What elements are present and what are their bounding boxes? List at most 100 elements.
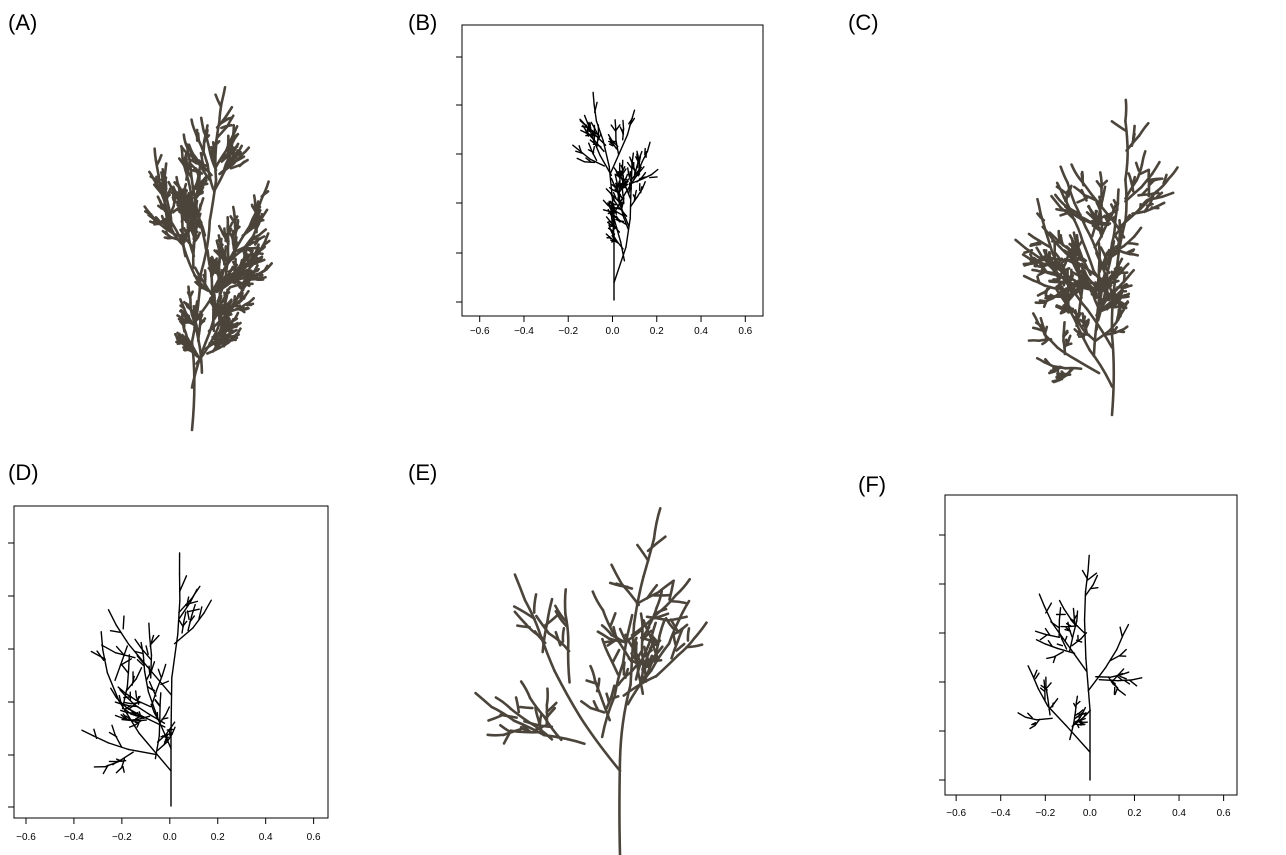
- x-tick-label: −0.2: [112, 832, 132, 843]
- branch: [233, 148, 234, 153]
- branch: [1031, 260, 1037, 261]
- branch: [1031, 244, 1041, 246]
- tree-drawing: [145, 87, 272, 430]
- branch: [1125, 147, 1127, 180]
- branch: [222, 87, 225, 102]
- branch: [1059, 608, 1060, 620]
- branch: [82, 730, 94, 736]
- branch: [1125, 121, 1127, 147]
- branch: [648, 537, 665, 551]
- branch: [233, 282, 235, 283]
- branch: [239, 270, 243, 272]
- branch: [1037, 358, 1044, 362]
- branch: [1039, 594, 1044, 607]
- branch: [633, 195, 634, 198]
- branch: [627, 615, 632, 636]
- branch: [1018, 713, 1025, 717]
- branch: [1029, 234, 1038, 240]
- branch: [1046, 289, 1047, 295]
- branch: [1053, 269, 1055, 274]
- x-tick-label: 0.4: [259, 832, 273, 843]
- branch: [201, 315, 202, 319]
- branch: [1115, 235, 1119, 241]
- branch: [107, 673, 118, 701]
- branch: [242, 148, 249, 155]
- branch: [233, 125, 234, 137]
- branch: [124, 702, 131, 703]
- branch: [121, 664, 128, 673]
- branch: [614, 247, 626, 283]
- branch: [227, 290, 228, 297]
- branch: [152, 662, 155, 670]
- branch: [1040, 635, 1047, 640]
- branch: [489, 716, 502, 721]
- x-tick-label: 0.2: [650, 326, 664, 337]
- branch: [1040, 301, 1045, 302]
- branch: [236, 271, 238, 273]
- branch: [563, 628, 564, 641]
- branch: [1152, 162, 1159, 174]
- branch: [197, 315, 198, 318]
- branch: [1112, 121, 1126, 131]
- branch: [240, 162, 245, 166]
- branch: [1037, 640, 1046, 644]
- branch: [651, 169, 657, 174]
- branch: [540, 714, 542, 724]
- x-tick-label: 0.4: [694, 326, 708, 337]
- branch: [547, 689, 548, 706]
- branch: [554, 671, 580, 718]
- branch: [501, 715, 517, 718]
- x-tick-label: 0.4: [1172, 808, 1186, 819]
- panel: (A): [8, 10, 272, 430]
- branch: [613, 240, 614, 241]
- branch: [1080, 284, 1084, 285]
- branch: [641, 187, 642, 193]
- branch: [204, 600, 211, 613]
- branch: [169, 730, 170, 736]
- branch: [637, 545, 648, 561]
- branch: [1156, 203, 1164, 207]
- branch: [613, 650, 619, 662]
- branch: [1120, 627, 1122, 637]
- branch: [136, 668, 141, 679]
- branch: [647, 142, 650, 151]
- branch: [607, 694, 609, 703]
- branch: [145, 671, 149, 692]
- branch: [616, 125, 620, 131]
- branch: [1024, 276, 1033, 280]
- panel-label: (B): [408, 10, 437, 35]
- branch: [247, 304, 253, 305]
- branch: [222, 339, 224, 341]
- branch: [233, 207, 234, 216]
- panel: (C): [848, 10, 1178, 415]
- branch: [674, 636, 676, 645]
- branch: [216, 95, 221, 106]
- branch: [1128, 243, 1138, 244]
- branch: [1054, 367, 1058, 368]
- branch: [233, 262, 235, 265]
- branch: [211, 301, 213, 302]
- panel: (D)−0.6−0.4−0.20.00.20.40.6: [8, 460, 328, 843]
- x-tick-label: −0.2: [1035, 808, 1055, 819]
- branch: [243, 250, 244, 256]
- branch: [210, 258, 211, 264]
- branch: [1150, 179, 1162, 180]
- branch: [650, 177, 657, 178]
- branch: [177, 338, 178, 341]
- branch: [1118, 309, 1119, 315]
- branch: [603, 200, 607, 205]
- branch: [234, 240, 235, 243]
- panel-label: (A): [8, 10, 37, 35]
- branch: [130, 725, 135, 727]
- branch: [1058, 348, 1076, 360]
- branch: [155, 700, 160, 706]
- branch: [1045, 298, 1050, 299]
- branch: [236, 306, 240, 307]
- branch: [1101, 247, 1105, 255]
- branch: [612, 241, 614, 242]
- branch: [1033, 270, 1041, 272]
- branch: [660, 620, 665, 636]
- branch: [262, 191, 268, 196]
- x-tick-label: 0.0: [606, 326, 620, 337]
- branch: [240, 262, 242, 266]
